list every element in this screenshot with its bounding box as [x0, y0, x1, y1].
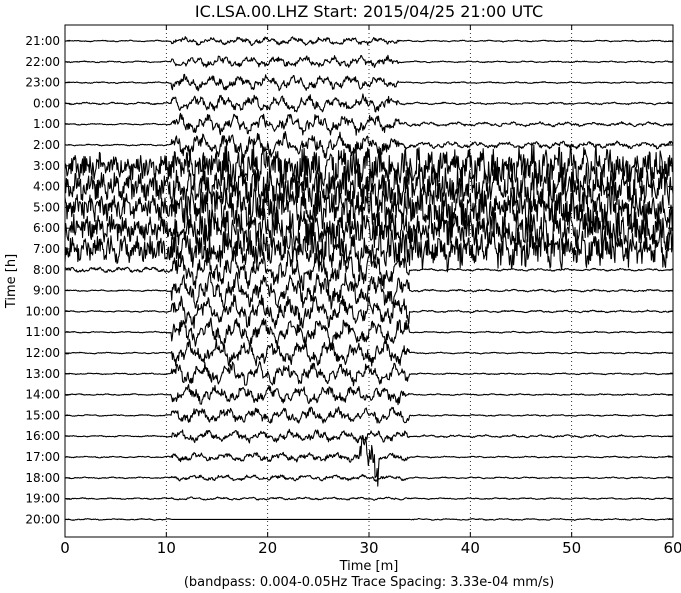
trace-line: [65, 384, 673, 406]
x-tick-label: 60: [663, 539, 681, 557]
trace-line: [65, 517, 673, 521]
y-tick-label: 22:00: [25, 55, 60, 69]
y-tick-label: 18:00: [25, 471, 60, 485]
y-tick-label: 7:00: [33, 242, 60, 256]
trace-line: [65, 428, 673, 444]
y-tick-label: 9:00: [33, 284, 60, 298]
x-tick-label: 20: [258, 539, 277, 557]
trace-line: [65, 271, 673, 310]
gridlines: [165, 25, 573, 537]
x-axis-label: Time [m]: [339, 559, 399, 574]
x-tick-label: 10: [157, 539, 176, 557]
trace-line: [65, 338, 673, 367]
y-tick-label: 16:00: [25, 429, 60, 443]
y-tick-label: 12:00: [25, 346, 60, 360]
x-tick-label: 0: [60, 539, 70, 557]
trace-line: [65, 73, 673, 92]
y-tick-label: 23:00: [25, 76, 60, 90]
y-tick-label: 4:00: [33, 180, 60, 194]
y-tick-label: 6:00: [33, 221, 60, 235]
y-tick-label: 19:00: [25, 492, 60, 506]
trace-line: [65, 204, 673, 252]
trace-line: [65, 184, 673, 232]
x-tick-label: 30: [359, 539, 378, 557]
y-tick-label: 8:00: [33, 263, 60, 277]
y-tick-labels: 21:00 22:00 23:00 0:00 1:00 2:00 3:00 4:00 5:00 6…: [25, 34, 60, 526]
trace-line: [65, 162, 673, 210]
trace-line: [65, 54, 673, 68]
y-tick-label: 1:00: [33, 117, 60, 131]
y-tick-label: 0:00: [33, 96, 60, 110]
traces-group: [65, 36, 673, 521]
axis-ticks: [64, 25, 674, 537]
y-tick-label: 3:00: [33, 159, 60, 173]
x-tick-labels: 0 10 20 30 40 50 60: [60, 539, 681, 557]
y-axis-label: Time [h]: [4, 254, 19, 309]
y-tick-label: 2:00: [33, 138, 60, 152]
trace-line: [65, 112, 673, 136]
trace-line: [65, 249, 673, 292]
trace-line: [65, 361, 673, 387]
trace-line: [65, 293, 673, 329]
trace-line: [65, 36, 673, 47]
y-tick-label: 15:00: [25, 408, 60, 422]
trace-line: [65, 224, 673, 273]
x-tick-label: 40: [461, 539, 480, 557]
y-tick-label: 5:00: [33, 200, 60, 214]
trace-line: [65, 496, 673, 501]
y-tick-label: 14:00: [25, 388, 60, 402]
trace-line: [65, 131, 673, 159]
trace-line: [65, 93, 673, 113]
trace-line: [65, 317, 673, 349]
trace-line: [65, 141, 673, 189]
y-tick-label: 11:00: [25, 325, 60, 339]
footer-caption: (bandpass: 0.004-0.05Hz Trace Spacing: 3…: [184, 575, 554, 590]
y-tick-label: 13:00: [25, 367, 60, 381]
chart-title: IC.LSA.00.LHZ Start: 2015/04/25 21:00 UT…: [195, 2, 543, 21]
trace-line: [65, 406, 673, 424]
y-tick-label: 10:00: [25, 304, 60, 318]
x-tick-label: 50: [562, 539, 581, 557]
y-tick-label: 21:00: [25, 34, 60, 48]
y-tick-label: 20:00: [25, 512, 60, 526]
trace-line: [65, 473, 673, 482]
trace-line: [65, 435, 673, 487]
y-tick-label: 17:00: [25, 450, 60, 464]
